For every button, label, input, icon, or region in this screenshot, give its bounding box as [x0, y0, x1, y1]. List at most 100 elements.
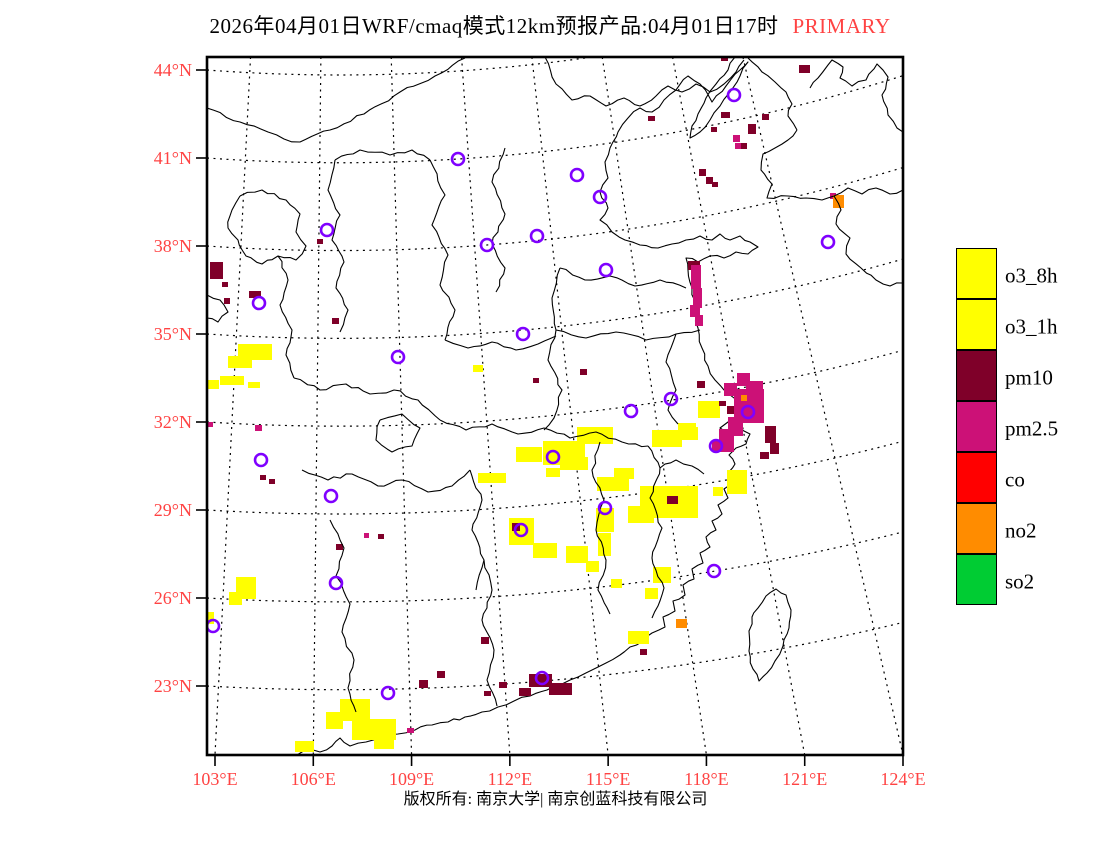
pollutant-cell-pm10	[799, 65, 810, 73]
city-marker	[534, 670, 550, 686]
pollutant-cell-pm10	[269, 479, 275, 484]
map-boundary	[544, 57, 745, 107]
pollutant-cell-o3	[727, 470, 747, 494]
pollutant-cell-o3	[682, 427, 698, 440]
city-marker	[726, 87, 742, 103]
lat-tick-label: 38°N	[154, 236, 192, 256]
pollutant-cell-o3	[698, 401, 720, 418]
pollutant-cell-o3	[652, 430, 682, 447]
pollutant-cell-o3	[248, 382, 260, 388]
title-text: 2026年04月01日WRF/cmaq模式12km预报产品:04月01日17时	[209, 14, 779, 38]
longitude-line	[742, 57, 903, 755]
pollutant-cell-pm10	[419, 680, 428, 688]
pollutant-cell-pm25	[724, 383, 737, 396]
pollutant-cell-pm10	[667, 496, 678, 504]
pollutant-cell-pm10	[336, 544, 343, 550]
city-marker	[706, 563, 722, 579]
pollutant-cell-pm10	[727, 406, 736, 414]
legend-label: co	[1005, 467, 1025, 491]
pollutant-cell-pm10	[222, 282, 228, 287]
city-markers	[207, 87, 836, 701]
map-boundary	[439, 419, 649, 448]
pollutant-cell-o3	[628, 506, 654, 523]
latitude-line	[207, 621, 903, 691]
city-marker	[623, 403, 639, 419]
pollutant-cell-o3	[228, 356, 252, 368]
map-boundary	[375, 413, 421, 453]
map-boundary	[551, 267, 561, 331]
map-boundary	[334, 149, 431, 161]
pollutant-cell-o3	[229, 592, 242, 605]
pollutant-cell-no2	[833, 195, 844, 208]
map-boundary	[296, 57, 763, 755]
map-boundary	[207, 57, 466, 143]
map-boundary	[748, 588, 792, 682]
pollutant-cell-pm10	[519, 688, 531, 696]
lat-tick-label: 44°N	[154, 60, 192, 80]
city-marker	[207, 618, 221, 634]
city-marker	[569, 167, 585, 183]
pollutant-cell-pm10	[378, 534, 384, 539]
map-boundary	[469, 469, 485, 591]
legend-swatch-o3_8h	[956, 248, 997, 299]
title-primary-tag: PRIMARY	[792, 14, 891, 38]
map-border	[205, 55, 905, 757]
pollutant-cell-o3	[478, 473, 506, 483]
pollutant-cell-pm25	[207, 422, 213, 427]
longitude-line	[531, 57, 609, 755]
pollutant-cell-no2	[741, 395, 747, 401]
legend-label: no2	[1005, 518, 1037, 542]
pollutant-cell-pm10	[719, 401, 726, 406]
pollutant-cell-o3	[516, 447, 542, 462]
map-boundary	[327, 159, 349, 333]
longitude-line	[671, 57, 806, 755]
pollutant-cell-o3	[546, 468, 560, 477]
map-boundary	[444, 335, 557, 351]
pollutant-cell-pm25	[695, 315, 703, 326]
map-boundary	[277, 255, 295, 379]
pollutant-cell-o3	[560, 457, 588, 470]
lat-tick-label: 35°N	[154, 324, 192, 344]
city-marker	[740, 404, 756, 420]
pollutant-cell-pm25	[746, 381, 763, 394]
pollutant-cell-pm10	[640, 649, 647, 655]
legend-label: so2	[1005, 569, 1035, 593]
map-boundary	[833, 187, 903, 197]
city-marker	[708, 438, 724, 454]
city-marker	[479, 237, 495, 253]
city-marker	[251, 295, 267, 311]
latitude-line	[207, 166, 903, 252]
pollutant-cell-pm10	[706, 177, 713, 184]
copyright-text: 版权所有: 南京大学| 南京创蓝科技有限公司	[403, 791, 708, 808]
pollutant-cell-o3	[596, 508, 614, 532]
latitude-line	[207, 75, 903, 164]
map-boundary	[329, 519, 357, 713]
pollutant-cell-pm10	[210, 262, 223, 279]
pollutant-cell-o3	[645, 588, 658, 599]
pollutant-cell-pm10	[748, 124, 756, 134]
pollutant-cell-pm10	[533, 378, 539, 383]
pollutant-cell-pm10	[224, 298, 230, 304]
lon-tick-label: 112°E	[488, 769, 533, 789]
map-boundary	[301, 469, 471, 493]
pollutant-cell-pm25	[690, 305, 700, 317]
pollutant-cell-pm25	[735, 143, 741, 149]
city-marker	[450, 151, 466, 167]
legend-label: pm2.5	[1005, 416, 1059, 440]
map-boundary	[747, 57, 798, 131]
page-title: 2026年04月01日WRF/cmaq模式12km预报产品:04月01日17时 P…	[50, 10, 1050, 40]
pollutant-cell-pm10	[481, 637, 489, 644]
legend-swatch-pm10	[956, 350, 997, 401]
city-marker	[820, 234, 836, 250]
city-marker	[598, 262, 614, 278]
pollutant-cell-pm10	[770, 443, 779, 454]
city-marker	[319, 222, 335, 238]
pollutant-cells	[207, 57, 844, 752]
pollutant-cell-o3	[566, 546, 588, 563]
pollutant-cell-pm25	[364, 533, 369, 538]
pollutant-cell-pm10	[699, 169, 706, 176]
lon-tick-label: 103°E	[192, 769, 237, 789]
pollutant-cell-o3	[374, 738, 394, 749]
pollutant-cell-o3	[586, 561, 599, 572]
